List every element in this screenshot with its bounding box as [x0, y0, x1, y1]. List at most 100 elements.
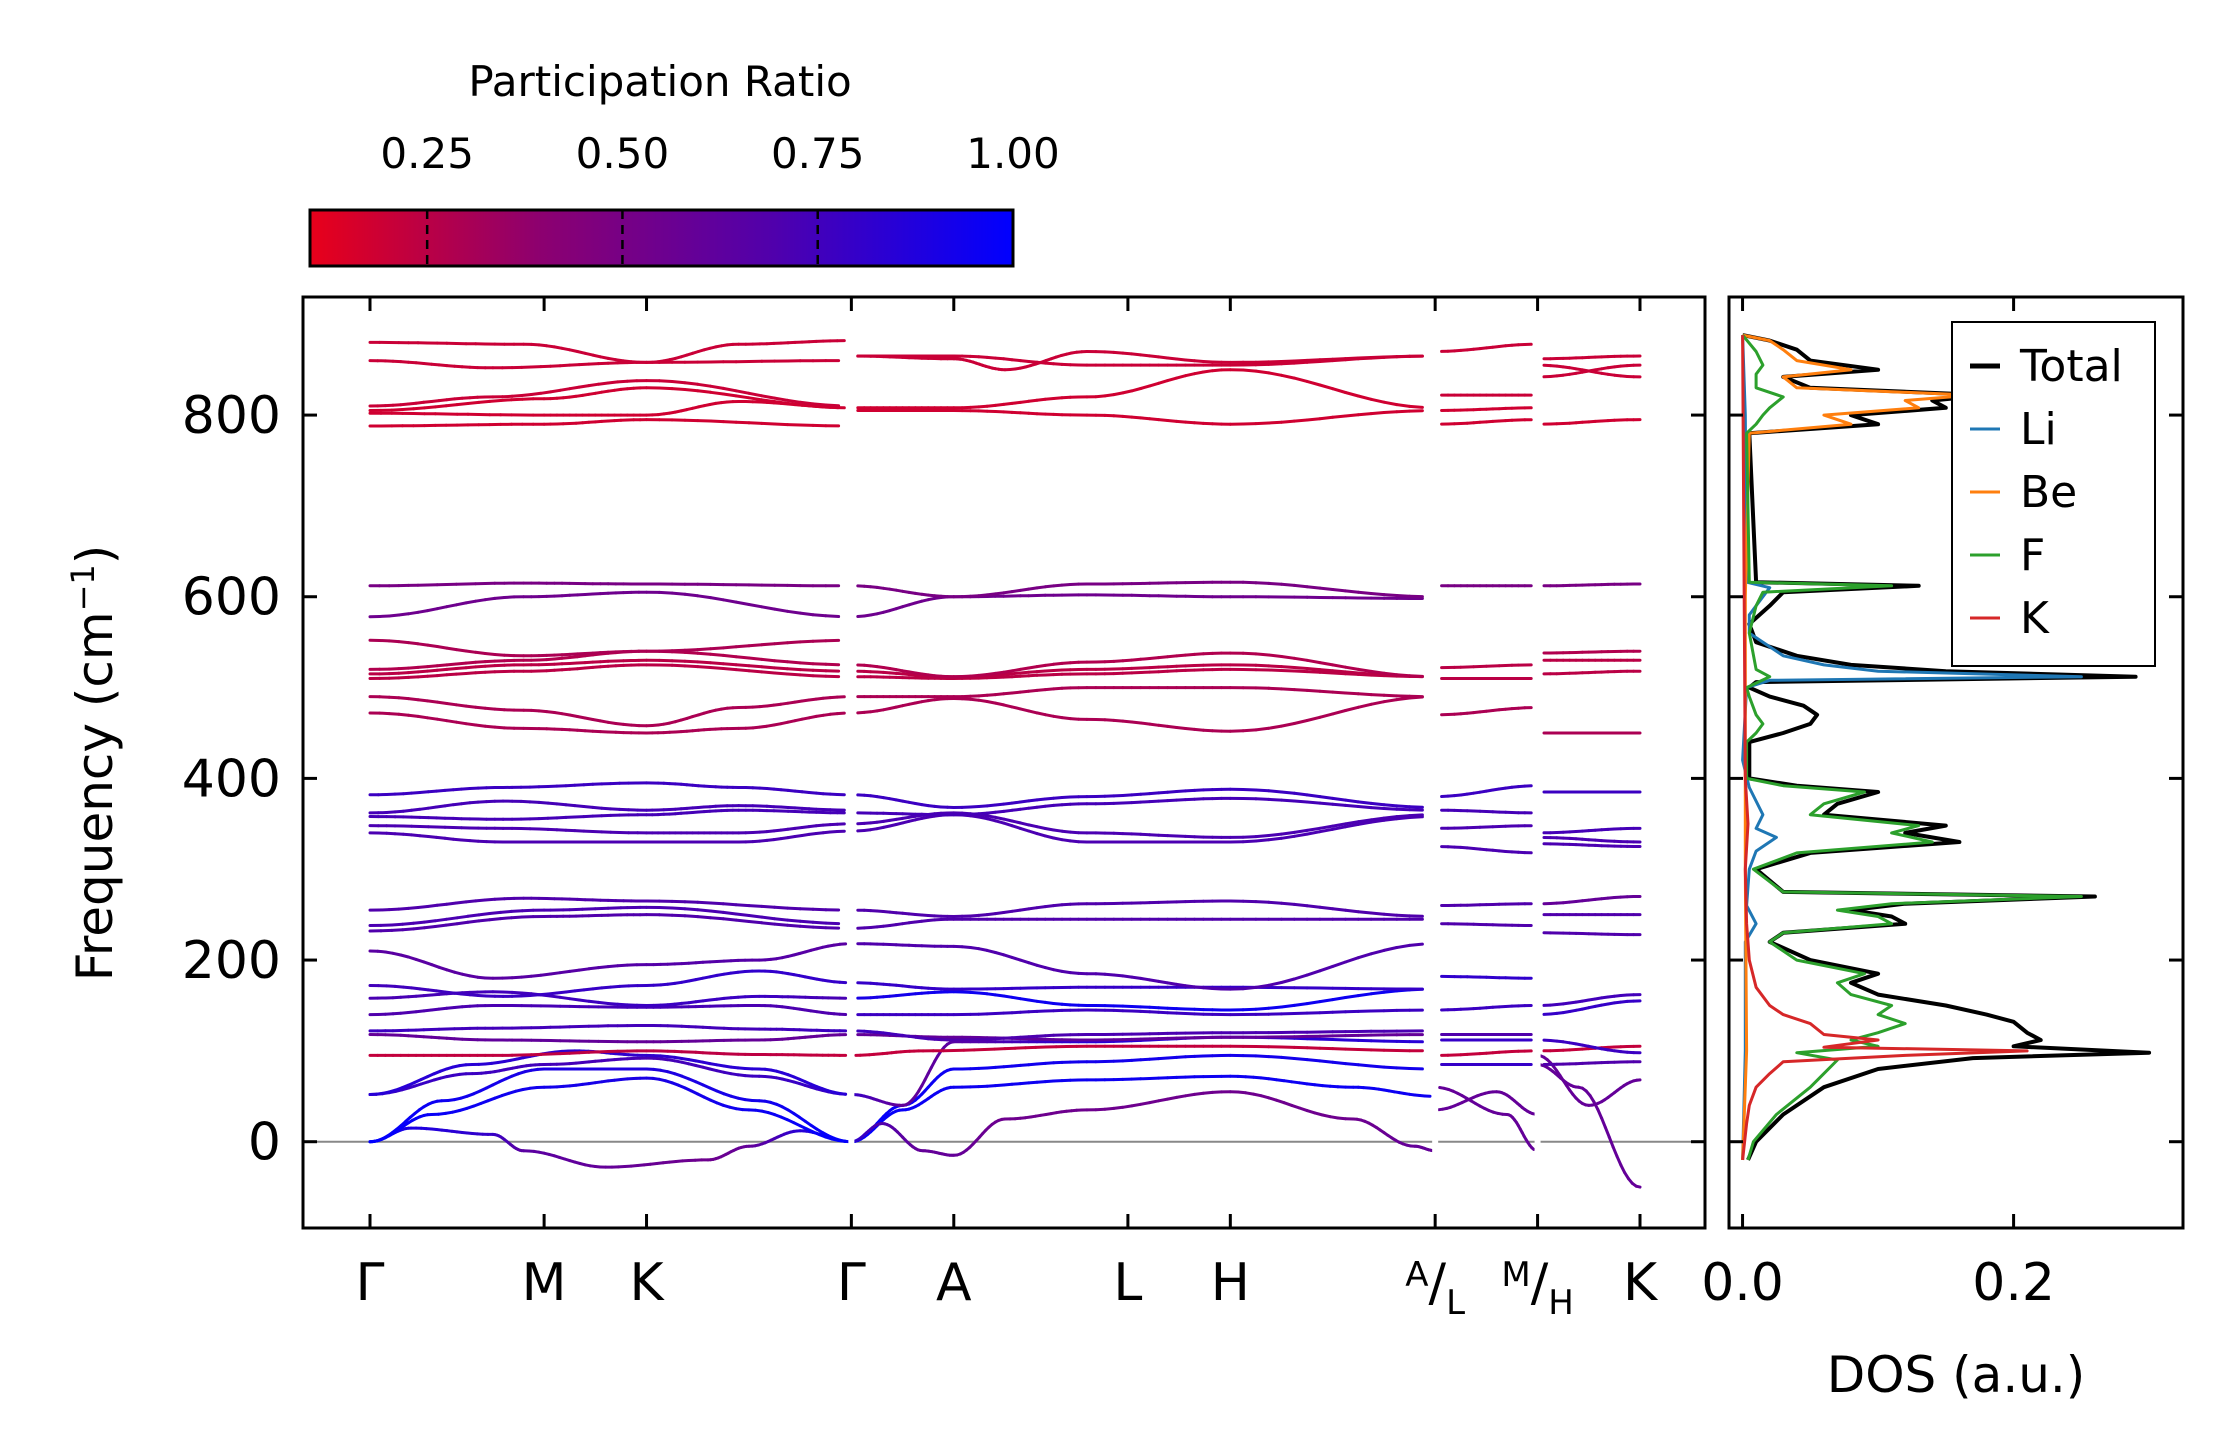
band-piece: [1280, 373, 1296, 380]
band-piece: [709, 661, 725, 666]
band-piece: [1331, 669, 1347, 674]
band-piece: [1305, 417, 1322, 422]
band-piece: [1157, 418, 1170, 422]
colorbar-tick-label: 0.50: [576, 129, 670, 178]
band-piece: [1369, 990, 1386, 996]
band-piece: [1280, 790, 1296, 795]
band-piece: [549, 971, 562, 976]
high-symmetry-label: Γ: [837, 1253, 866, 1313]
band-piece: [416, 674, 430, 679]
band-piece: [1157, 655, 1170, 660]
band-piece: [587, 966, 600, 971]
band-piece: [683, 648, 700, 652]
band-piece: [1369, 397, 1386, 404]
band-piece: [493, 653, 506, 657]
dos-panel: 0.0 0.2 DOS (a.u.) Total Li Be FK: [1701, 295, 2185, 1404]
band-piece: [1344, 1062, 1360, 1067]
band-piece: [1408, 674, 1424, 678]
phonon-band: [368, 695, 846, 728]
phonon-band: [368, 590, 841, 619]
band-piece: [378, 711, 391, 716]
band-piece: [1184, 652, 1196, 657]
band-piece: [1331, 387, 1347, 394]
band-piece: [798, 919, 815, 924]
band-piece: [1280, 359, 1296, 363]
band-piece: [657, 379, 674, 383]
band-piece: [1254, 834, 1271, 839]
band-piece: [1201, 360, 1214, 364]
phonon-band: [1542, 826, 1642, 835]
band-piece: [435, 700, 449, 705]
band-piece: [444, 403, 459, 408]
band-piece: [1611, 1145, 1619, 1158]
dos-curves: [1741, 333, 2152, 1161]
band-piece: [483, 724, 497, 729]
band-piece: [1139, 721, 1152, 726]
band-piece: [1241, 368, 1258, 373]
band-piece: [1344, 391, 1360, 398]
band-piece: [577, 998, 591, 1003]
band-piece: [1395, 1066, 1412, 1070]
legend-entries: Total Li Be FK: [1970, 341, 2123, 644]
band-piece: [1356, 818, 1373, 824]
band-piece: [1382, 989, 1399, 994]
band-piece: [1331, 588, 1347, 593]
phonon-band: [856, 409, 1424, 426]
band-piece: [1369, 693, 1386, 697]
phonon-band: [368, 990, 848, 1007]
band-piece: [1369, 818, 1386, 824]
band-piece: [422, 925, 437, 930]
band-piece: [422, 919, 437, 924]
band-piece: [493, 707, 506, 712]
band-piece: [1408, 805, 1424, 809]
band-piece: [416, 642, 430, 647]
band-piece: [426, 643, 439, 648]
band-piece: [537, 992, 550, 997]
band-piece: [1382, 671, 1399, 677]
band-piece: [1331, 802, 1347, 807]
band-piece: [1184, 727, 1196, 731]
band-piece: [1241, 580, 1258, 585]
band-piece: [811, 674, 828, 678]
legend-label: Li: [2020, 404, 2057, 455]
band-piece: [483, 652, 497, 656]
frequency-axis-ticks: 0 200 400 600 800: [182, 386, 1705, 1173]
phonon-band: [368, 1076, 847, 1144]
dos-series-be: [1741, 333, 1975, 1160]
band-piece: [1148, 381, 1161, 388]
colorbar-tick-label: 0.25: [380, 129, 474, 178]
band-piece: [539, 972, 552, 977]
legend-label: F: [2020, 530, 2045, 581]
band-piece: [1530, 1146, 1536, 1151]
band-piece: [1395, 673, 1412, 678]
phonon-band: [1542, 418, 1642, 426]
dos-tick-label: 0.0: [1701, 1253, 1784, 1313]
band-piece: [528, 993, 541, 997]
frequency-tick-label: 600: [182, 568, 281, 628]
colorbar-tick-label: 1.00: [966, 129, 1060, 178]
phonon-band: [1440, 808, 1533, 815]
band-piece: [1331, 996, 1347, 1002]
band-piece: [1382, 1065, 1399, 1070]
band-piece: [1241, 835, 1258, 839]
high-symmetry-labels: Γ M K Γ A L H KA/LM/H: [356, 297, 1659, 1323]
frequency-tick-label: 0: [248, 1113, 281, 1173]
band-piece: [1267, 1055, 1283, 1059]
band-piece: [709, 652, 725, 657]
phonon-band: [1542, 363, 1642, 379]
band-piece: [1241, 839, 1258, 844]
band-piece: [416, 609, 430, 614]
band-piece: [683, 914, 700, 919]
band-piece: [721, 662, 738, 667]
band-piece: [1292, 832, 1309, 838]
band-piece: [1344, 956, 1360, 964]
band-piece: [474, 898, 487, 903]
band-piece: [1280, 722, 1296, 728]
band-piece: [798, 611, 815, 617]
band-piece: [696, 665, 712, 669]
band-piece: [378, 614, 391, 618]
band-piece: [1254, 1006, 1271, 1011]
phonon-band: [1542, 999, 1642, 1016]
band-piece: [1395, 403, 1412, 408]
band-piece: [397, 712, 410, 717]
